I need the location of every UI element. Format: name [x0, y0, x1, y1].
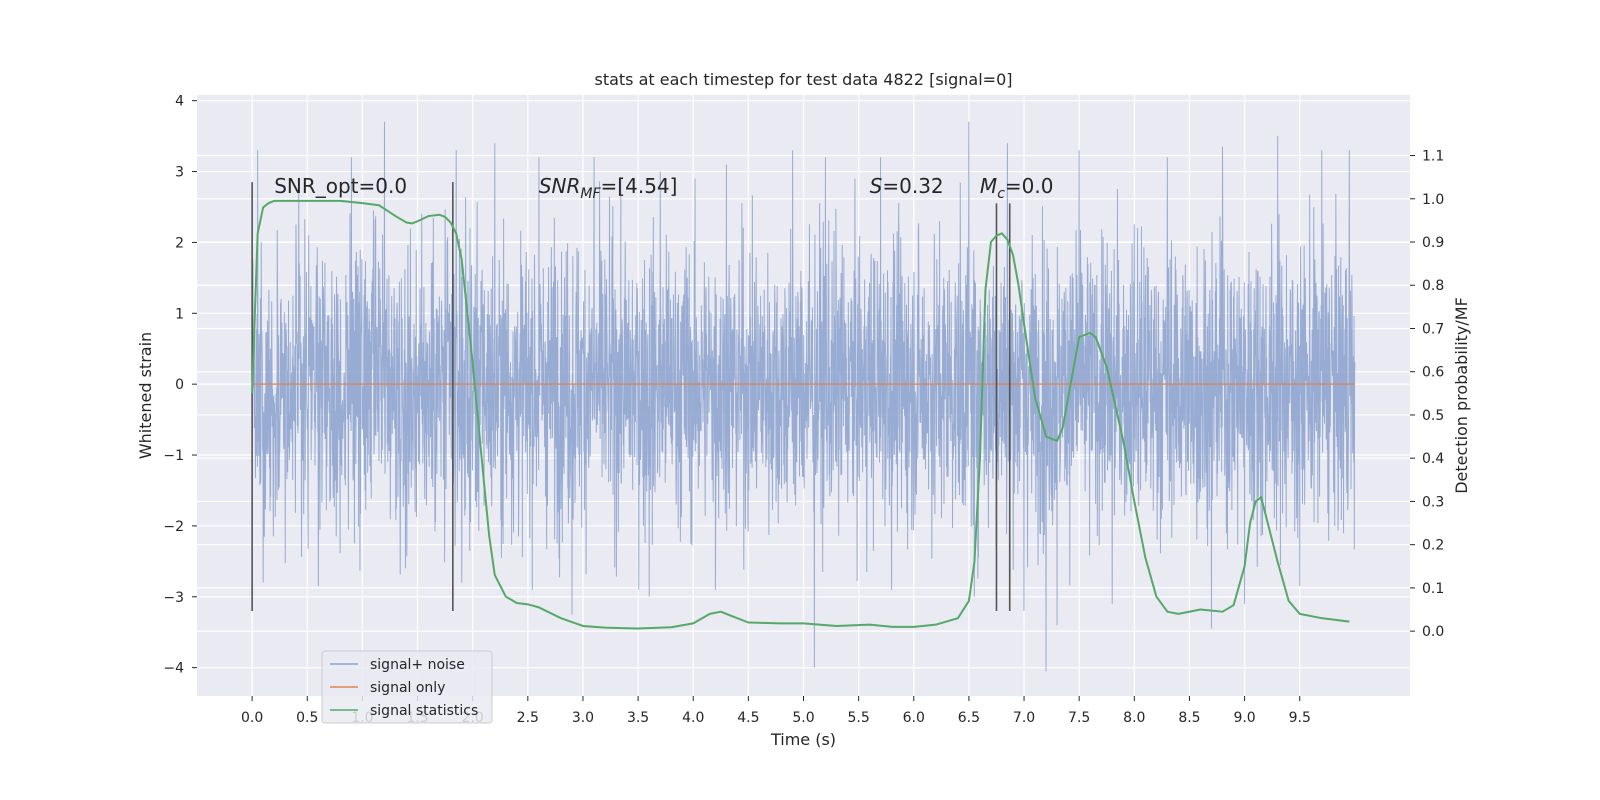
snr-mf-symbol: SNR: [539, 174, 581, 198]
right-tick-label: 1.0: [1422, 192, 1444, 208]
x-tick-label: 4.5: [737, 710, 759, 726]
snr-mf-subscript: MF: [580, 186, 601, 202]
x-tick-label: 0.0: [241, 710, 263, 726]
y-tick-label: −2: [163, 519, 184, 535]
chart-title: stats at each timestep for test data 482…: [594, 70, 1012, 89]
x-axis-label: Time (s): [770, 730, 836, 749]
y-axis-label: Whitened strain: [136, 332, 155, 459]
legend: signal+ noise signal only signal statist…: [321, 650, 493, 724]
annotation-mc: Mc=0.0: [980, 174, 1054, 202]
annotation-s: S=0.32: [870, 174, 944, 198]
snr-mf-value: =[4.54]: [601, 174, 678, 198]
y-tick-label: 4: [175, 94, 184, 110]
right-axis-label: Detection probability/MF: [1452, 297, 1471, 494]
legend-box: [321, 650, 493, 724]
series-line-signal-plus-noise: [251, 121, 1356, 672]
annotation-snr-mf: SNRMF=[4.54]: [539, 174, 678, 202]
right-tick-label: 0.2: [1422, 538, 1444, 554]
annotation-snr-opt: SNR_opt=0.0: [274, 174, 407, 198]
x-tick-label: 9.0: [1233, 710, 1255, 726]
x-tick-label: 9.5: [1289, 710, 1311, 726]
y-tick-label: 0: [175, 377, 184, 393]
x-tick-label: 7.0: [1013, 710, 1035, 726]
y-tick-label: −4: [163, 661, 184, 677]
x-tick-label: 8.0: [1123, 710, 1145, 726]
y-tick-label: −3: [163, 590, 184, 606]
y-tick-label: −1: [163, 448, 184, 464]
x-tick-label: 0.5: [296, 710, 318, 726]
right-tick-label: 1.1: [1422, 149, 1444, 165]
right-tick-label: 0.3: [1422, 494, 1444, 510]
x-tick-label: 2.5: [517, 710, 539, 726]
mc-subscript: c: [997, 186, 1005, 202]
x-tick-label: 7.5: [1068, 710, 1090, 726]
annotations: SNR_opt=0.0 SNRMF=[4.54] S=0.32 Mc=0.0: [274, 174, 1053, 202]
right-tick-label: 0.8: [1422, 278, 1444, 294]
x-tick-label: 3.0: [572, 710, 594, 726]
legend-label-signal-only: signal only: [370, 680, 445, 696]
legend-label-signal-statistics: signal statistics: [370, 703, 478, 719]
right-tick-label: 0.5: [1422, 408, 1444, 424]
series-signal-statistics: [251, 199, 1350, 630]
s-symbol: S: [870, 174, 883, 198]
right-tick-label: 0.0: [1422, 624, 1444, 640]
s-value: =0.32: [882, 174, 943, 198]
mc-symbol: M: [980, 174, 997, 198]
legend-label-signal-plus-noise: signal+ noise: [370, 657, 465, 673]
x-tick-label: 3.5: [627, 710, 649, 726]
x-tick-label: 5.0: [792, 710, 814, 726]
right-axis-ticks: 1.1 1.0 0.9 0.8 0.7 0.6 0.5 0.4 0.3 0.2 0.1 0.0: [1410, 149, 1444, 640]
right-tick-label: 0.6: [1422, 365, 1444, 381]
right-tick-label: 0.9: [1422, 235, 1444, 251]
series-signal-plus-noise: [251, 121, 1356, 672]
right-tick-label: 0.7: [1422, 321, 1444, 337]
y-tick-label: 2: [175, 235, 184, 251]
y-tick-label: 1: [175, 306, 184, 322]
x-tick-label: 5.5: [848, 710, 870, 726]
y-tick-label: 3: [175, 165, 184, 181]
y-axis-ticks: 4 3 2 1 0 −1 −2 −3 −4: [163, 94, 197, 677]
marker-lines: [251, 182, 1011, 611]
x-tick-label: 8.5: [1178, 710, 1200, 726]
x-tick-label: 6.0: [903, 710, 925, 726]
right-tick-label: 0.4: [1422, 451, 1444, 467]
x-tick-label: 4.0: [682, 710, 704, 726]
series-line-signal-statistics: [251, 199, 1350, 630]
mc-value: =0.0: [1005, 174, 1054, 198]
right-tick-label: 0.1: [1422, 581, 1444, 597]
x-tick-label: 6.5: [958, 710, 980, 726]
